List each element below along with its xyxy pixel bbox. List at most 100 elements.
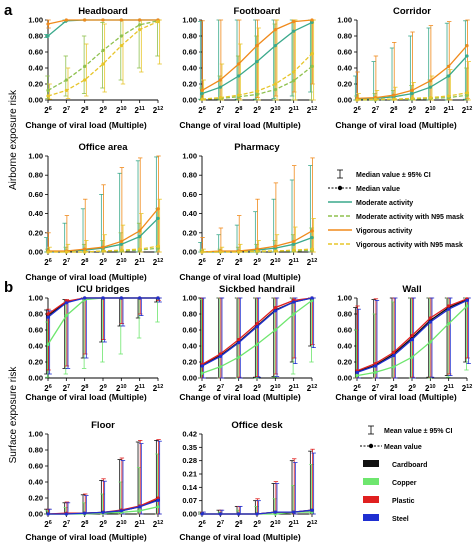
data-point (428, 96, 432, 100)
legend-a-ci-symbol (337, 169, 343, 179)
y-tick-label: 0.28 (182, 456, 197, 465)
data-point (119, 44, 123, 48)
data-point (392, 354, 396, 358)
y-tick-label: 0.20 (182, 80, 197, 89)
y-tick-label: 0.40 (28, 64, 43, 73)
chart-title: ICU bridges (76, 284, 129, 295)
y-tick-label: 0.00 (28, 510, 43, 519)
y-tick-label: 0.14 (182, 483, 197, 492)
x-tick-label: 211 (289, 258, 299, 267)
error-bars (201, 452, 316, 515)
x-tick-label: 29 (408, 384, 416, 393)
data-point (218, 78, 222, 82)
data-point (292, 248, 296, 252)
x-tick-label: 28 (81, 520, 89, 529)
data-point (83, 511, 87, 515)
data-point (156, 207, 160, 211)
data-point (273, 249, 277, 253)
data-point (156, 296, 160, 300)
legend-b-entry-1: Mean value ± 95% CI (384, 428, 452, 435)
data-point (46, 88, 50, 92)
y-tick-label: 0.07 (182, 496, 197, 505)
error-bars (200, 157, 315, 253)
y-tick-label: 0.20 (28, 228, 43, 237)
data-point (218, 354, 222, 358)
x-tick-label: 29 (253, 384, 261, 393)
y-tick-label: 1.00 (182, 294, 197, 303)
x-tick-label: 29 (253, 258, 261, 267)
data-point (46, 342, 50, 346)
x-tick-label: 211 (444, 106, 454, 115)
data-point (156, 244, 160, 248)
x-tick-label: 26 (198, 520, 206, 529)
data-point (237, 512, 241, 516)
data-point (373, 362, 377, 366)
data-point (200, 512, 204, 516)
data-point (119, 242, 123, 246)
y-tick-label: 0.20 (28, 80, 43, 89)
data-point (355, 370, 359, 374)
data-point (447, 307, 451, 311)
y-tick-label: 1.00 (182, 152, 197, 161)
x-tick-label: 26 (44, 106, 52, 115)
chart-title: Corridor (393, 6, 431, 17)
xlabel-panel-1: Change of viral load (Multiple) (25, 120, 147, 130)
data-point (218, 250, 222, 254)
x-tick-label: 27 (217, 520, 225, 529)
data-point (64, 88, 68, 92)
data-point (292, 312, 296, 316)
error-bars (45, 297, 160, 378)
y-tick-label: 0.80 (28, 310, 43, 319)
data-point (410, 96, 414, 100)
x-tick-label: 26 (44, 520, 52, 529)
data-point (292, 242, 296, 246)
x-tick-label: 28 (390, 106, 398, 115)
y-tick-label: 0.00 (28, 96, 43, 105)
data-point (465, 54, 469, 58)
data-point (255, 342, 259, 346)
data-point (200, 371, 204, 375)
x-tick-label: 211 (289, 106, 299, 115)
data-point (237, 341, 241, 345)
data-point (101, 296, 105, 300)
error-bars (46, 155, 161, 253)
x-tick-label: 210 (270, 384, 281, 393)
legend-b-mean-symbol (360, 443, 382, 449)
xlabel-panel-6: Change of viral load (Multiple) (25, 392, 147, 402)
x-tick-label: 27 (372, 106, 380, 115)
y-tick-label: 0.40 (28, 478, 43, 487)
y-tick-label: 0.00 (182, 96, 197, 105)
data-point (292, 20, 296, 24)
y-tick-label: 0.20 (337, 80, 352, 89)
y-tick-label: 0.60 (28, 326, 43, 335)
data-point (101, 245, 105, 249)
panel-letter-a: a (4, 2, 13, 19)
data-point (138, 28, 142, 32)
x-tick-label: 27 (372, 384, 380, 393)
data-point (292, 510, 296, 514)
x-tick-label: 212 (153, 106, 164, 115)
chart-title: Pharmacy (234, 142, 280, 153)
data-point (355, 98, 359, 102)
y-tick-label: 0.40 (182, 209, 197, 218)
x-tick-label: 210 (270, 106, 281, 115)
data-point (447, 304, 451, 308)
data-point (64, 314, 68, 318)
data-point (138, 505, 142, 509)
data-point (138, 18, 142, 22)
y-tick-label: 0.00 (337, 96, 352, 105)
data-point (156, 20, 160, 24)
data-point (138, 247, 142, 251)
error-bars (355, 19, 470, 101)
data-point (119, 248, 123, 252)
data-point (255, 512, 259, 516)
data-point (373, 370, 377, 374)
legend-b-steel-swatch (363, 514, 379, 521)
x-tick-label: 212 (153, 384, 164, 393)
chart-panel-2: Footboard 0.00 0.20 0.40 0.60 0.80 1.00 26 27 28 2… (182, 6, 317, 115)
data-point (465, 91, 469, 95)
data-point (218, 352, 222, 356)
y-tick-label: 0.00 (28, 374, 43, 383)
error-bars (45, 208, 160, 253)
error-bars (45, 19, 160, 99)
